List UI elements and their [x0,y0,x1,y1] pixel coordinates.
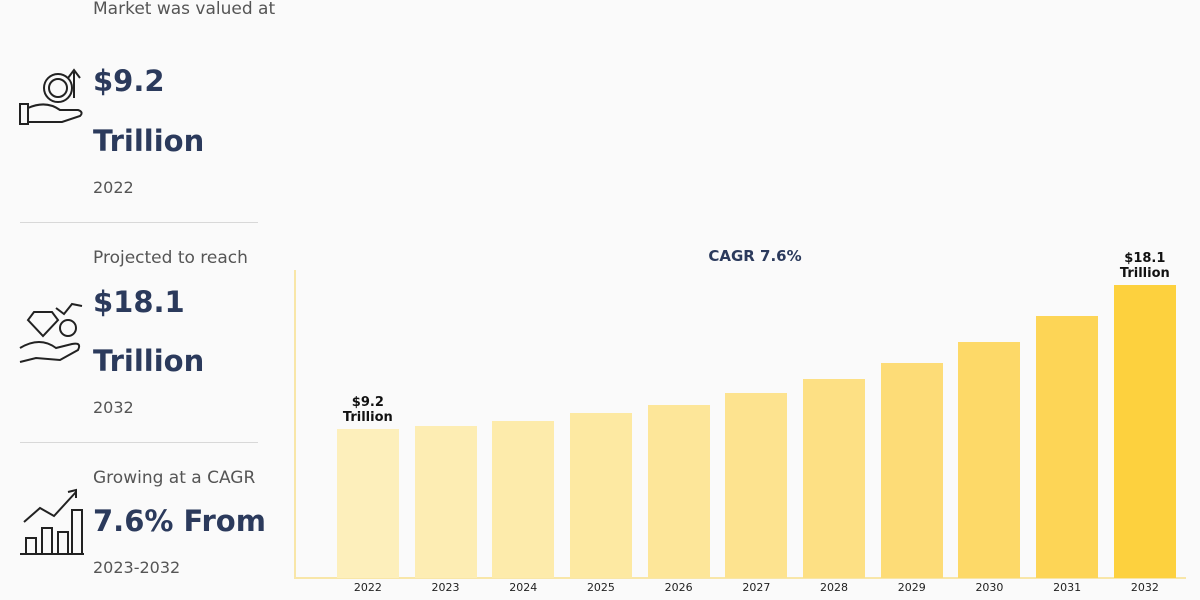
x-tick-label: 2032 [1130,581,1159,594]
stat-year: 2022 [93,178,134,197]
growth-chart-icon [20,488,84,555]
divider [20,222,258,223]
stat-value: 7.6% From [93,504,266,538]
divider [20,442,258,443]
x-tick-label: 2031 [1053,581,1082,594]
x-tick-label: 2023 [431,581,460,594]
x-tick-label: 2026 [664,581,693,594]
x-tick-label: 2028 [820,581,849,594]
bar [414,425,477,578]
bar [569,412,632,578]
stat-intro: Growing at a CAGR [93,468,256,488]
x-tick-label: 2029 [897,581,926,594]
stat-value: $9.2 [93,64,165,98]
diamond-hand-icon [19,302,83,363]
stat-intro: Market was valued at [93,0,276,19]
stat-unit: Trillion [93,344,205,378]
x-tick-label: 2025 [586,581,615,594]
y-axis-line [294,270,296,579]
x-tick-label: 2027 [742,581,771,594]
bar [492,420,555,578]
chart-title: CAGR 7.6% [708,247,802,265]
x-axis-line [294,577,1186,579]
bar [1036,315,1099,578]
value-label: $9.2 Trillion [342,395,393,426]
stat-intro: Projected to reach [93,248,248,268]
x-tick-label: 2030 [975,581,1004,594]
bar [958,341,1021,578]
x-tick-label: 2024 [509,581,538,594]
bar [1113,285,1176,578]
x-tick-label: 2022 [353,581,382,594]
stat-value: $18.1 [93,285,185,319]
stat-year: 2023-2032 [93,558,181,577]
bar [880,362,943,578]
bar [725,393,788,578]
value-label: $18.1 Trillion [1119,251,1170,281]
bar [803,378,866,578]
stat-year: 2032 [93,398,134,417]
money-hand-icon [19,68,83,125]
bar [647,404,710,578]
stat-unit: Trillion [93,124,205,158]
bar [336,429,399,578]
